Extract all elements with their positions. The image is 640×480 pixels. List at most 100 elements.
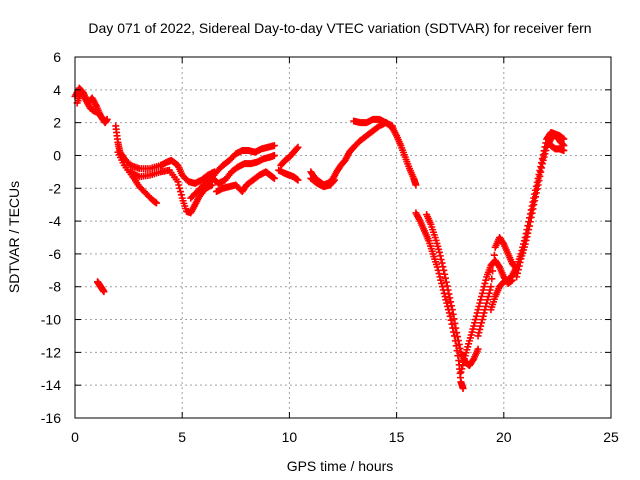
data-point xyxy=(441,270,449,278)
data-point xyxy=(270,151,278,159)
data-point xyxy=(471,319,479,327)
data-point xyxy=(541,150,549,158)
data-point xyxy=(459,358,467,366)
data-point xyxy=(294,143,302,151)
grid xyxy=(75,57,611,418)
data-point xyxy=(536,172,544,180)
data-point xyxy=(443,282,451,290)
data-point xyxy=(539,156,547,164)
data-point xyxy=(438,259,446,267)
data-point xyxy=(488,275,496,283)
data-point xyxy=(535,177,543,185)
data-point xyxy=(412,181,420,189)
data-point xyxy=(489,267,497,275)
y-tick-label: -2 xyxy=(49,180,62,196)
data-point xyxy=(98,114,106,122)
data-point xyxy=(534,181,542,189)
data-point xyxy=(486,286,494,294)
data-point xyxy=(529,205,537,213)
data-point xyxy=(473,309,481,317)
data-point xyxy=(471,316,479,324)
data-point xyxy=(482,276,490,284)
x-tick-label: 10 xyxy=(282,429,298,445)
data-point xyxy=(456,344,464,352)
data-point xyxy=(444,286,452,294)
data-point xyxy=(475,302,483,310)
y-tick-label: -16 xyxy=(41,410,61,426)
data-point xyxy=(443,299,451,307)
data-point xyxy=(478,289,486,297)
data-point xyxy=(174,178,182,186)
data-point xyxy=(442,278,450,286)
data-point xyxy=(438,279,446,287)
data-point xyxy=(270,174,278,182)
data-point xyxy=(441,274,449,282)
data-point xyxy=(99,115,107,123)
data-point xyxy=(453,333,461,341)
x-tick-label: 5 xyxy=(178,429,186,445)
data-point xyxy=(442,296,450,304)
data-point xyxy=(459,384,467,392)
data-point xyxy=(477,296,485,304)
data-point xyxy=(452,324,460,332)
data-point xyxy=(481,306,489,314)
data-point xyxy=(526,218,534,226)
data-point xyxy=(458,365,466,373)
data-point xyxy=(459,361,467,369)
data-point xyxy=(100,288,108,296)
data-point xyxy=(490,251,498,259)
data-point xyxy=(330,176,338,184)
data-point xyxy=(478,293,486,301)
data-point xyxy=(453,329,461,337)
data-point xyxy=(532,189,540,197)
data-point xyxy=(437,276,445,284)
data-point xyxy=(478,316,486,324)
data-point xyxy=(515,262,523,270)
data-point xyxy=(477,322,485,330)
data-point xyxy=(524,229,532,237)
data-point xyxy=(474,306,482,314)
y-tick-label: -4 xyxy=(49,213,62,229)
y-tick-label: 6 xyxy=(53,49,61,65)
data-point xyxy=(537,168,545,176)
data-point xyxy=(446,294,454,302)
data-point xyxy=(176,188,184,196)
data-point xyxy=(476,299,484,307)
x-axis-label: GPS time / hours xyxy=(287,458,394,474)
data-point xyxy=(474,345,482,353)
data-point xyxy=(521,240,529,248)
y-tick-label: 4 xyxy=(53,82,61,98)
y-tick-label: -12 xyxy=(41,344,61,360)
axis-ticks: 0 5 10 15 20 25 -16 -14 -12 -10 -8 -6 -4 -2 0 2 4 6 xyxy=(41,49,619,445)
y-tick-label: -8 xyxy=(49,279,62,295)
data-point xyxy=(530,201,538,209)
data-point xyxy=(527,213,535,221)
data-point xyxy=(560,147,568,155)
data-point xyxy=(487,283,495,291)
data-point xyxy=(533,185,541,193)
data-point xyxy=(447,298,455,306)
chart-title: Day 071 of 2022, Sidereal Day-to-day VTE… xyxy=(88,20,591,36)
data-point xyxy=(484,293,492,301)
data-point xyxy=(485,289,493,297)
data-point xyxy=(436,252,444,260)
data-point xyxy=(175,181,183,189)
data-point xyxy=(177,191,185,199)
data-point xyxy=(208,181,216,189)
y-tick-label: 0 xyxy=(53,147,61,163)
data-point xyxy=(455,340,463,348)
data-point xyxy=(457,368,465,376)
data-point xyxy=(454,337,462,345)
data-point xyxy=(330,177,338,185)
data-point xyxy=(490,259,498,267)
y-tick-label: -10 xyxy=(41,312,61,328)
data-point xyxy=(451,319,459,327)
data-point xyxy=(484,296,492,304)
data-point xyxy=(483,299,491,307)
data-point xyxy=(270,142,278,150)
y-axis-label: SDTVAR / TECUs xyxy=(6,181,22,293)
x-tick-label: 25 xyxy=(603,429,619,445)
data-point xyxy=(439,263,447,271)
data-point xyxy=(538,164,546,172)
